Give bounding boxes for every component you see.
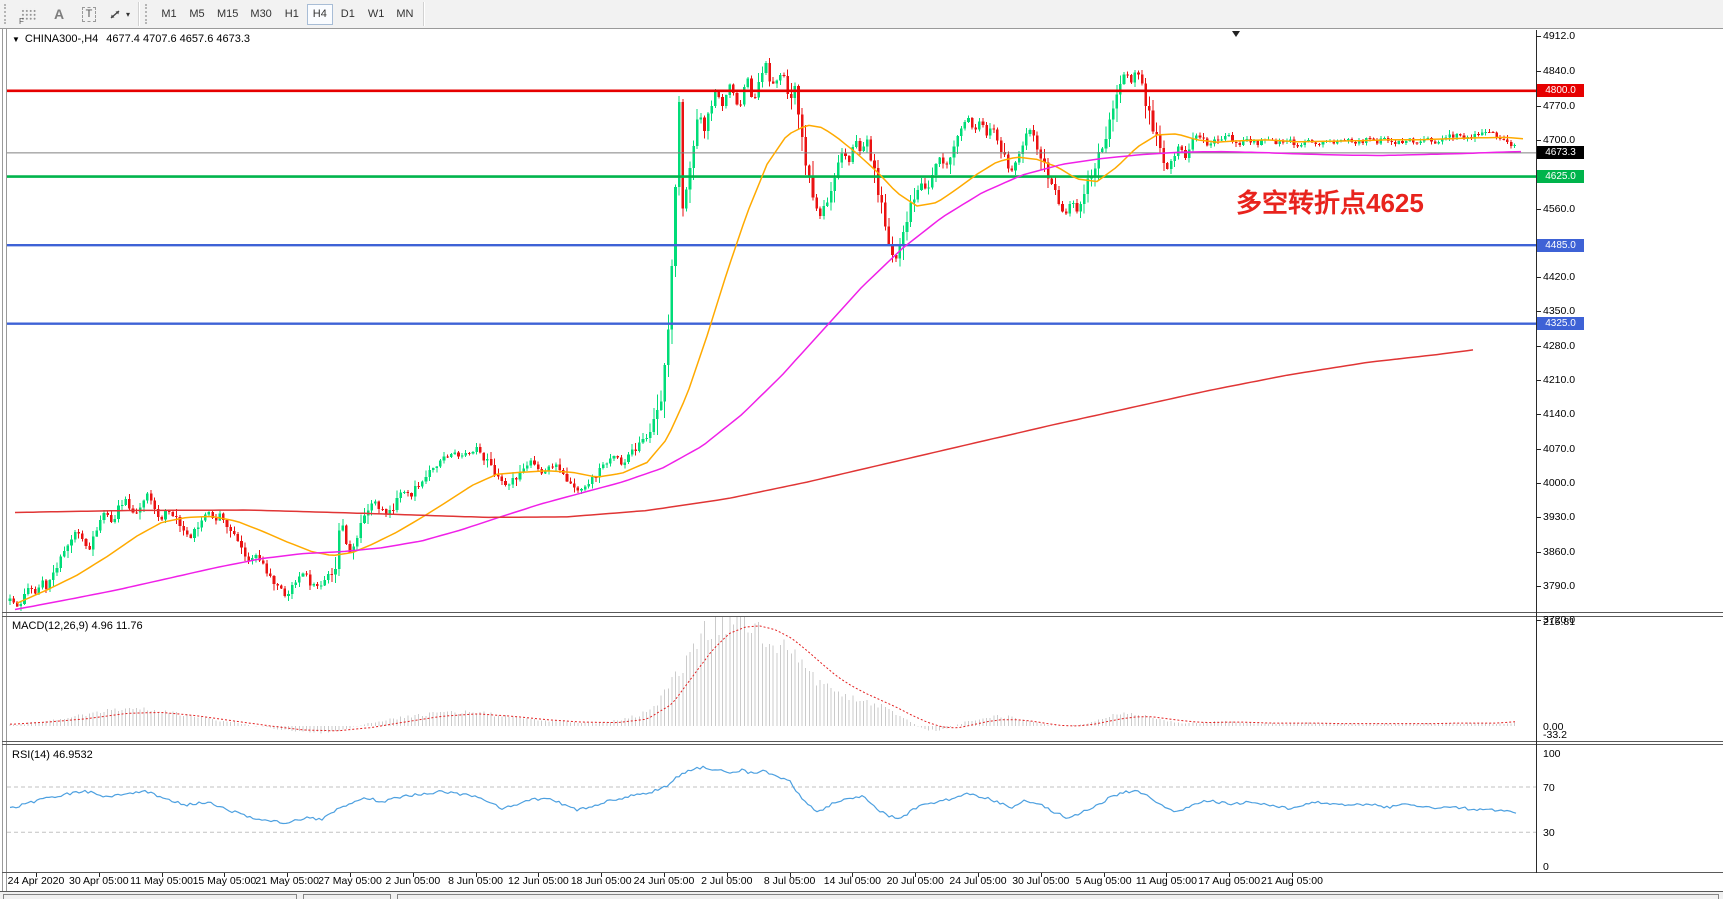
symbol-dropdown-icon[interactable]: ▼ [12,35,20,44]
panel-splitter[interactable] [2,744,1723,745]
rsi-indicator-chart[interactable] [7,746,1536,872]
timeframe-button-W1[interactable]: W1 [367,7,385,20]
bottom-tab[interactable] [397,894,1719,899]
annotation-text: 多空转折点4625 [1236,188,1424,218]
period-separators-label: F [19,17,24,26]
toolbar-separator [138,2,139,26]
toolbar-grip[interactable] [4,4,10,24]
time-axis-divider [2,872,1723,873]
bottom-tab[interactable] [303,894,391,899]
bottom-tab-strip [0,891,1723,899]
toolbar-separator [423,2,425,26]
toolbar: F A T ▾ M1 M5 M15 M30 H1 H4 D1 W1 MN [0,0,1723,29]
dot-grid-icon [21,7,37,21]
price-axis-divider [1536,30,1537,873]
diagonal-arrows-icon [110,9,120,19]
panel-splitter[interactable] [2,612,1723,613]
period-separators-icon[interactable]: F [16,3,42,26]
text-box-tool-icon[interactable]: T [76,3,102,25]
macd-label: MACD(12,26,9) 4.96 11.76 [12,620,143,632]
dropdown-caret-icon: ▾ [125,9,130,19]
timeframe-button-H4[interactable]: H4 [306,3,333,25]
timeframe-button-M30[interactable]: M30 [250,7,272,20]
timeframe-button-M15[interactable]: M15 [217,7,239,20]
rsi-label: RSI(14) 46.9532 [12,749,93,761]
panel-splitter[interactable] [2,741,1723,742]
ohlc-values: 4677.4 4707.6 4657.6 4673.3 [106,33,251,45]
timeframe-button-D1[interactable]: D1 [340,7,355,20]
panel-splitter[interactable] [2,616,1723,617]
price-scale[interactable] [1537,30,1723,873]
text-label-tool-icon[interactable]: A [53,6,65,22]
timeframe-button-M5[interactable]: M5 [189,7,205,20]
timeframe-button-MN[interactable]: MN [396,7,414,20]
chart-shift-marker-icon [1232,31,1240,37]
time-scale[interactable] [7,873,1536,890]
symbol-timeframe-label: CHINA300-,H4 [24,33,99,45]
timeframe-button-H1[interactable]: H1 [284,7,299,20]
candlestick-chart[interactable] [7,30,1536,612]
macd-indicator-chart[interactable] [7,617,1536,741]
timeframe-toolbar: M1 M5 M15 M30 H1 H4 D1 W1 MN [155,3,419,25]
bottom-tab[interactable] [3,894,297,899]
timeframe-button-M1[interactable]: M1 [161,7,177,20]
arrow-tools-icon[interactable]: ▾ [106,3,132,25]
chart-title-bar: ▼ CHINA300-,H4 4677.4 4707.6 4657.6 4673.3 [12,33,250,45]
window-left-border [2,29,3,899]
window-left-border-inner [6,29,7,899]
timeframe-toolbar-grip[interactable] [145,4,151,24]
